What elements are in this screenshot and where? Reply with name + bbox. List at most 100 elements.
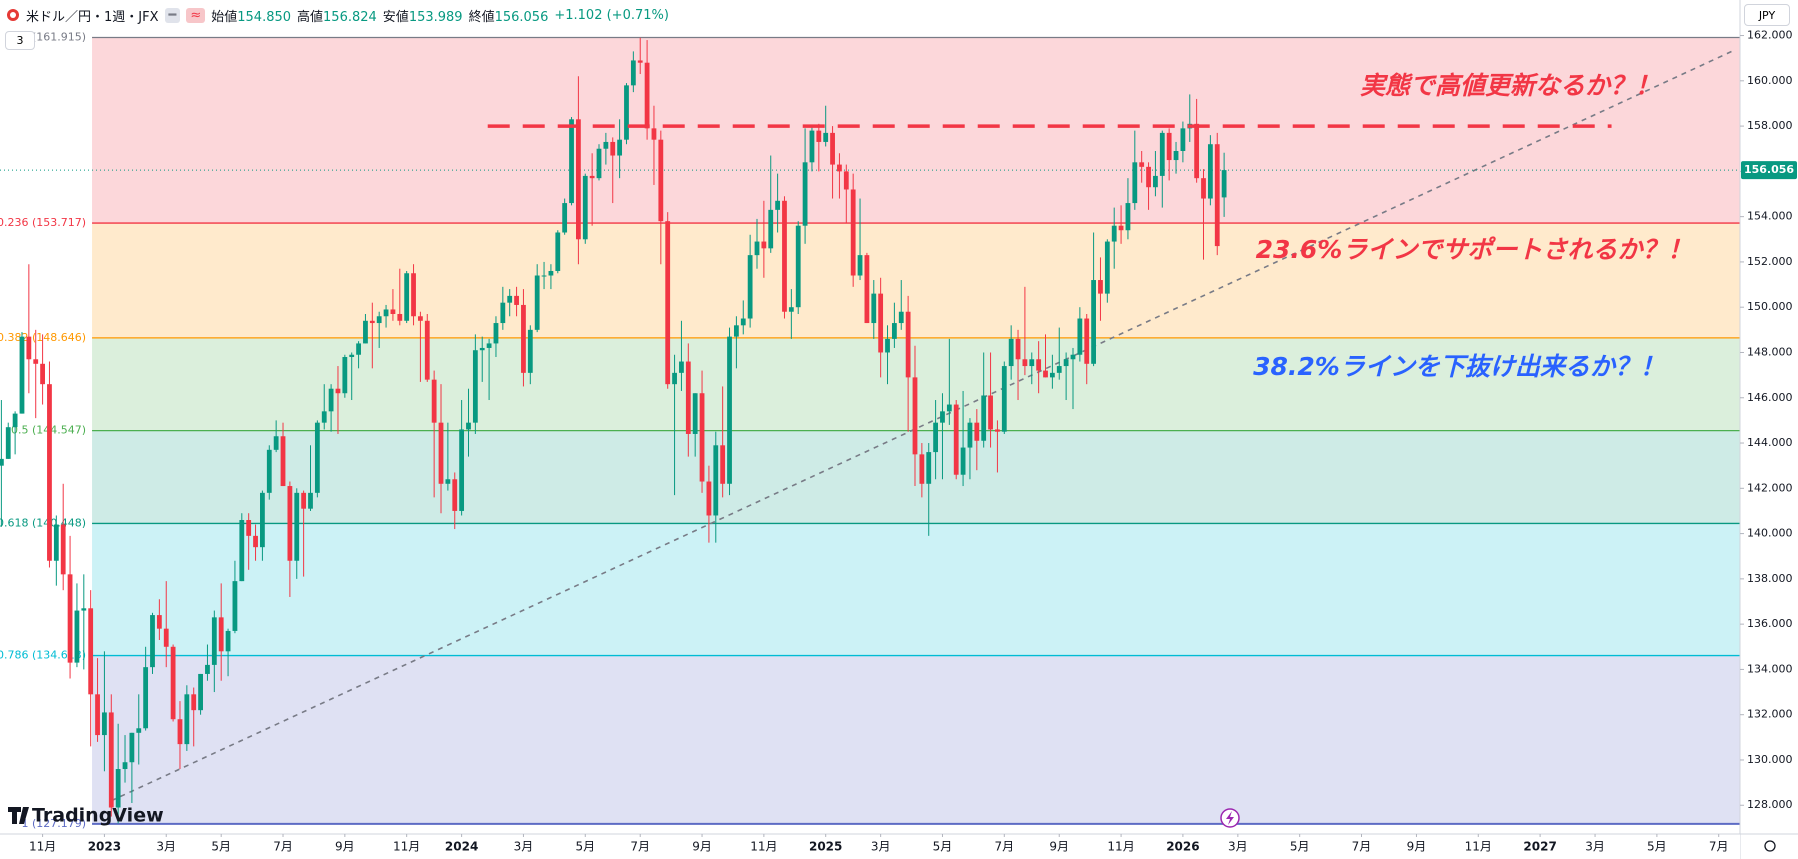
fib-label: 0.618 (140.448): [0, 516, 86, 529]
candle-body: [727, 336, 732, 484]
candle-body: [81, 608, 87, 611]
y-tick-label: 130.000: [1747, 753, 1793, 766]
fib-label: 0.236 (153.717): [0, 216, 86, 229]
y-tick-label: 150.000: [1747, 300, 1793, 313]
x-tick-label: 3月: [514, 840, 534, 854]
y-tick-label: 136.000: [1747, 617, 1793, 630]
y-tick-label: 140.000: [1747, 527, 1793, 540]
candle-body: [1001, 366, 1007, 432]
symbol[interactable]: 米ドル／円・1週・JFX: [26, 9, 159, 25]
currency[interactable]: JPY: [1744, 4, 1790, 26]
x-tick-label: 3月: [156, 840, 176, 854]
candle-body: [294, 492, 300, 561]
x-tick-label: 11月: [393, 840, 420, 854]
candle-body: [733, 325, 739, 337]
candle-body: [383, 309, 389, 317]
x-tick-label: 5月: [211, 840, 231, 854]
candle-body: [308, 492, 313, 509]
candle-body: [1098, 280, 1103, 294]
candle-body: [143, 667, 149, 729]
candle-body: [321, 411, 327, 423]
x-tick-label: 2027: [1523, 840, 1556, 854]
x-tick-label: 5月: [575, 840, 595, 854]
candle-body: [12, 413, 18, 428]
candle-body: [60, 524, 66, 575]
candle-body: [5, 427, 11, 459]
x-tick-label: 9月: [1049, 840, 1069, 854]
candle-body: [905, 311, 911, 378]
icon[interactable]: ≈: [186, 7, 206, 23]
y-tick-label: 142.000: [1747, 481, 1793, 494]
x-tick-label: 2025: [809, 840, 842, 854]
logo: [8, 807, 29, 824]
candle-body: [390, 309, 396, 314]
candle-body: [500, 302, 506, 324]
candle-body: [431, 379, 437, 423]
candle-body: [438, 422, 444, 484]
candle-body: [885, 338, 890, 353]
fib-zone: [92, 655, 1740, 824]
candle-body: [823, 132, 829, 142]
ohlc-item: 安値153.989: [383, 6, 463, 25]
candle-body: [740, 318, 746, 326]
candle-body: [1104, 241, 1110, 294]
y-tick-label: 154.000: [1747, 210, 1793, 223]
candle-body: [527, 329, 533, 373]
candle-body: [651, 128, 657, 140]
candle-body: [33, 359, 39, 364]
candle-body: [534, 275, 540, 330]
x-tick-label: 2023: [88, 840, 121, 854]
candle-body: [898, 311, 904, 324]
ohlc: 始値154.850 高値156.824 安値153.989 終値156.056: [211, 6, 548, 25]
candle-body: [349, 354, 355, 358]
candle-body: [940, 411, 945, 423]
candle-body: [850, 189, 856, 276]
candle-body: [871, 293, 877, 324]
x-tick-label: 5月: [1290, 840, 1310, 854]
candle-body: [225, 630, 231, 652]
ohlc-value: 156.824: [323, 9, 377, 25]
candle-body: [1070, 354, 1076, 360]
x-tick-label: 3月: [1585, 840, 1605, 854]
x-tick-label: 7月: [630, 840, 650, 854]
candle-body: [555, 232, 561, 271]
candle-body: [356, 343, 361, 355]
candle-body: [782, 200, 787, 312]
candle-body: [1049, 372, 1055, 378]
candle-body: [19, 336, 25, 414]
candle-body: [617, 139, 623, 156]
candle-body: [795, 225, 801, 308]
trendline: [110, 50, 1733, 802]
candle-body: [933, 422, 939, 453]
y-tick-label: 134.000: [1747, 662, 1793, 675]
watermark: TradingView: [8, 805, 164, 827]
candle-body: [191, 694, 197, 711]
indicator-toggle[interactable]: 3: [5, 31, 35, 50]
candle-body: [878, 293, 884, 353]
x-tick-label: 11月: [1107, 840, 1134, 854]
candle-body: [637, 60, 643, 63]
candle-body: [102, 712, 107, 736]
time-axis: [0, 834, 1740, 859]
candle-body: [761, 241, 767, 249]
ohlc-item: 始値154.850: [211, 6, 291, 25]
candle-body: [218, 617, 224, 652]
flag-icon: [7, 9, 19, 21]
candle-body: [1043, 370, 1048, 378]
ohlc-value: 153.989: [408, 9, 463, 25]
last-price-box: [1741, 161, 1797, 180]
candle-body: [912, 377, 918, 455]
ohlc-label: 安値: [382, 9, 409, 25]
fib-zone: [92, 523, 1740, 656]
ohlc-item: 高値156.824: [297, 6, 377, 25]
candle-body: [1201, 178, 1206, 199]
icon[interactable]: ━: [164, 7, 181, 23]
candle-body: [177, 719, 183, 745]
candle-body: [418, 316, 423, 321]
candle-body: [1173, 150, 1179, 161]
candle-body: [150, 615, 155, 668]
x-tick-label: 9月: [692, 840, 712, 854]
candle-body: [95, 694, 100, 736]
candle-body: [960, 447, 966, 475]
